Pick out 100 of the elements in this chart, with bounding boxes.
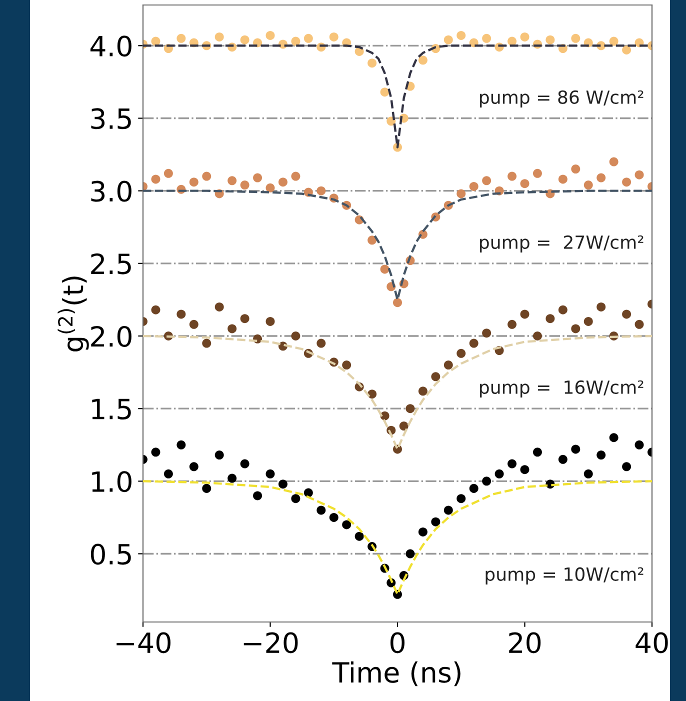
point xyxy=(228,176,237,186)
point xyxy=(520,179,530,188)
point xyxy=(469,338,478,348)
point xyxy=(214,302,224,312)
point xyxy=(520,465,530,474)
point xyxy=(368,236,377,245)
point xyxy=(482,476,492,486)
point xyxy=(189,178,198,187)
point xyxy=(228,474,237,483)
point xyxy=(508,320,517,329)
point xyxy=(354,532,364,541)
point xyxy=(164,469,173,478)
point xyxy=(558,305,568,314)
point xyxy=(622,462,632,472)
point xyxy=(316,506,326,515)
y-tick-label: 3.5 xyxy=(91,108,131,130)
point xyxy=(342,520,352,530)
point xyxy=(418,386,428,396)
point xyxy=(329,32,338,42)
point xyxy=(418,527,428,536)
point xyxy=(609,433,618,442)
point xyxy=(202,484,212,493)
point xyxy=(278,480,288,489)
point xyxy=(291,332,300,341)
x-tick-label: 40 xyxy=(636,632,668,654)
point xyxy=(253,491,262,500)
point xyxy=(418,56,428,65)
point xyxy=(240,35,250,44)
point xyxy=(368,58,377,68)
point xyxy=(291,172,300,181)
point xyxy=(304,488,313,498)
annotation: pump = 27W/cm² xyxy=(480,235,644,253)
x-tick-label: 20 xyxy=(509,632,541,654)
point xyxy=(532,448,542,457)
point xyxy=(316,186,326,196)
x-tick-label: −40 xyxy=(116,632,170,654)
point xyxy=(482,328,492,338)
point xyxy=(634,440,644,450)
y-axis-title: g$^{(2)}$(t) xyxy=(58,276,89,352)
y-tick-label: 2.5 xyxy=(91,253,131,274)
point xyxy=(596,450,606,460)
point xyxy=(189,462,198,472)
point xyxy=(240,314,250,324)
point xyxy=(584,469,593,478)
point xyxy=(151,174,160,184)
point xyxy=(622,46,632,55)
annotation: pump = 86 W/cm² xyxy=(480,90,644,108)
point xyxy=(571,34,580,43)
point xyxy=(214,450,224,460)
point xyxy=(240,459,250,468)
point xyxy=(558,454,568,464)
point xyxy=(266,469,275,478)
point xyxy=(368,390,377,399)
point xyxy=(202,172,212,181)
point xyxy=(151,36,160,46)
point xyxy=(164,168,173,178)
point xyxy=(520,310,530,319)
point xyxy=(342,360,352,370)
point xyxy=(406,549,415,558)
annotation: pump = 16W/cm² xyxy=(480,380,644,398)
y-tick-label: 4.0 xyxy=(90,36,132,57)
x-tick-label: 0 xyxy=(390,632,404,654)
x-axis-title: Time (ns) xyxy=(332,661,460,686)
point xyxy=(329,512,338,522)
point xyxy=(380,88,390,97)
point xyxy=(266,183,275,192)
point xyxy=(482,176,492,186)
point xyxy=(532,332,542,341)
point xyxy=(508,172,517,181)
point xyxy=(609,36,618,46)
point xyxy=(431,372,440,382)
point xyxy=(482,34,492,43)
point xyxy=(494,469,504,478)
point xyxy=(291,494,300,504)
point xyxy=(634,170,644,180)
point xyxy=(584,316,593,326)
point xyxy=(520,32,530,42)
point xyxy=(571,324,580,334)
annotation: pump = 10W/cm² xyxy=(486,567,644,584)
point xyxy=(176,310,186,319)
x-tick-label: −20 xyxy=(244,632,298,654)
point xyxy=(266,316,275,326)
point xyxy=(444,360,453,370)
point xyxy=(202,338,212,348)
point xyxy=(151,448,160,457)
point xyxy=(189,320,198,329)
point xyxy=(508,459,517,468)
point xyxy=(546,35,555,44)
point xyxy=(508,36,517,46)
point xyxy=(240,180,250,190)
point xyxy=(291,36,300,46)
point xyxy=(304,34,313,43)
point xyxy=(380,264,390,274)
point xyxy=(596,173,606,182)
point xyxy=(596,302,606,312)
point xyxy=(214,32,224,42)
point xyxy=(253,173,262,182)
y-tick-label: 0.5 xyxy=(90,544,131,565)
point xyxy=(266,30,275,40)
y-tick-label: 2.0 xyxy=(91,326,132,347)
